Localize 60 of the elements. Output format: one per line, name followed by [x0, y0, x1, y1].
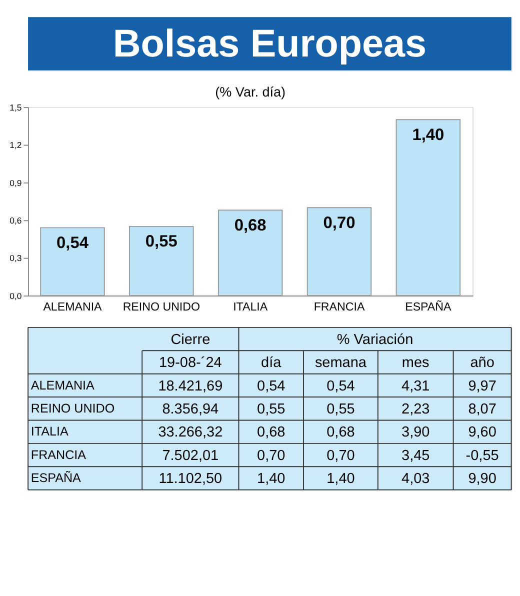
bar	[396, 119, 461, 296]
text: 9,60	[468, 424, 496, 441]
category-label: ESPAÑA	[30, 471, 81, 486]
text: 0,54	[257, 378, 286, 394]
text: 0,55	[257, 401, 286, 418]
category-label: año	[470, 355, 494, 372]
bar	[40, 227, 105, 296]
text: 3,90	[402, 424, 430, 441]
text: 11.102,50	[158, 471, 222, 488]
text: 2,23	[402, 401, 430, 418]
x-tick-label: ESPAÑA	[405, 300, 452, 314]
text: % Variación	[336, 332, 414, 348]
category-label: ITALIA	[30, 424, 68, 439]
x-tick-label: REINO UNIDO	[122, 302, 200, 314]
text: 1,40	[326, 471, 355, 488]
data-label: 0,54	[56, 234, 90, 252]
data-label: 0,68	[234, 216, 266, 234]
text: 1,40	[257, 471, 286, 488]
data-label: 1,40	[412, 126, 444, 144]
text: 9,97	[468, 378, 496, 394]
text: Cierre	[170, 332, 210, 348]
text: 3,45	[402, 448, 430, 464]
y-tick-label: 1,5	[10, 102, 22, 112]
text: 7.502,01	[162, 448, 219, 464]
category-label: FRANCIA	[30, 448, 86, 462]
text: 4,31	[402, 378, 430, 394]
text: 0,68	[257, 424, 286, 441]
text: 0,70	[326, 448, 355, 464]
y-tick-label: 1,2	[10, 140, 22, 150]
text: 8,07	[468, 401, 496, 418]
text: 0,55	[326, 401, 355, 418]
category-label: 19-08-´24	[159, 355, 222, 372]
x-tick-label: ITALIA	[233, 302, 268, 314]
category-label: día	[261, 355, 282, 372]
category-label: REINO UNIDO	[30, 401, 115, 416]
data-label: 0,70	[323, 214, 356, 232]
text: -0,55	[466, 448, 499, 464]
category-label: semana	[314, 355, 368, 372]
bar	[218, 210, 283, 296]
y-tick-label: 0,9	[10, 178, 22, 188]
x-tick-label: ALEMANIA	[43, 302, 102, 314]
category-label: ALEMANIA	[30, 378, 94, 392]
text: 33.266,32	[158, 424, 223, 441]
y-tick-label: 0,0	[10, 290, 22, 301]
y-tick-label: 0,6	[10, 216, 22, 226]
text: 0,54	[326, 378, 355, 394]
x-tick-label: FRANCIA	[314, 302, 365, 314]
text: 0,68	[326, 424, 355, 441]
category-label: mes	[402, 355, 430, 372]
chart-title: Bolsas Europeas	[112, 22, 426, 66]
bar	[306, 207, 372, 296]
text: 18.421,69	[158, 378, 223, 394]
text: 9,90	[468, 471, 496, 488]
chart-subtitle: (% Var. día)	[215, 84, 286, 100]
data-label: 0,55	[145, 232, 178, 251]
text: 8.356,94	[162, 401, 219, 418]
text: 0,70	[257, 448, 286, 464]
y-tick-label: 0,3	[10, 253, 22, 264]
text: 4,03	[402, 471, 430, 488]
bar	[129, 226, 194, 296]
